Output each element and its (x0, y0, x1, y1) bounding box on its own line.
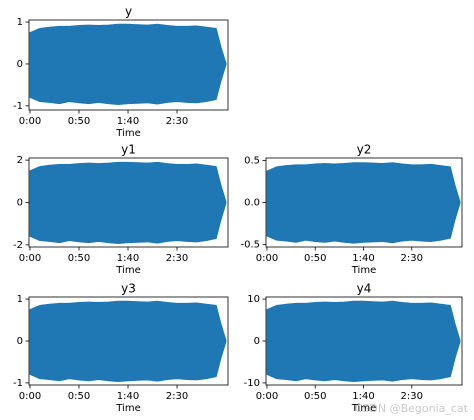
axes-frame (28, 19, 229, 111)
waveform (266, 340, 461, 383)
x-axis-label: Time (115, 403, 140, 414)
y-tick-label: 0 (254, 336, 260, 347)
waveform (29, 161, 227, 203)
waveform (29, 202, 227, 245)
x-tick-label: 2:30 (166, 253, 188, 264)
x-tick-label: 0:00 (256, 253, 278, 264)
y-tick-label: 0 (17, 336, 23, 347)
waveform (266, 202, 461, 244)
x-tick-label: 0:50 (68, 391, 90, 402)
y-tick-label: 2 (17, 155, 23, 166)
y-tick-label: -0.5 (240, 239, 260, 250)
x-tick-label: 0:00 (19, 391, 41, 402)
y-tick-label: 0 (17, 198, 23, 209)
x-tick-label: 2:30 (401, 391, 423, 402)
y-tick-label: 10 (247, 294, 260, 305)
y-tick-label: 0 (17, 59, 23, 70)
y-tick-label: -1 (13, 101, 23, 112)
x-tick-label: 0:50 (68, 116, 90, 127)
x-tick-label: 1:40 (117, 253, 139, 264)
chart-title: y4 (357, 282, 372, 296)
waveform (266, 162, 461, 203)
watermark: CSDN @Begonia_cat (355, 402, 469, 415)
x-axis-label: Time (115, 128, 140, 139)
x-tick-label: 2:30 (166, 116, 188, 127)
y-tick-label: 1 (17, 17, 23, 28)
x-tick-label: 0:00 (256, 391, 278, 402)
waveform (266, 300, 461, 342)
waveform (29, 300, 227, 342)
waveform (29, 23, 227, 65)
x-tick-label: 1:40 (352, 253, 374, 264)
x-tick-label: 0:50 (304, 253, 326, 264)
y-tick-label: 0.0 (244, 198, 260, 209)
waveform (29, 340, 227, 383)
x-tick-label: 2:30 (401, 253, 423, 264)
x-tick-label: 0:50 (304, 391, 326, 402)
chart-title: y2 (357, 143, 372, 157)
x-tick-label: 1:40 (352, 391, 374, 402)
x-tick-label: 0:50 (68, 253, 90, 264)
x-tick-label: 1:40 (117, 116, 139, 127)
y-tick-label: -10 (244, 378, 260, 389)
x-tick-label: 0:00 (19, 253, 41, 264)
x-tick-label: 1:40 (117, 391, 139, 402)
x-axis-label: Time (115, 265, 140, 276)
y-tick-label: 1 (17, 294, 23, 305)
x-axis-label: Time (351, 403, 376, 414)
x-tick-label: 2:30 (166, 391, 188, 402)
y-tick-label: -1 (13, 378, 23, 389)
y-tick-label: -2 (13, 240, 23, 251)
chart-title: y (125, 5, 132, 19)
x-axis-label: Time (351, 265, 376, 276)
y-tick-label: 0.5 (244, 156, 260, 167)
x-tick-label: 0:00 (19, 116, 41, 127)
chart-title: y1 (121, 143, 136, 157)
waveform (29, 63, 227, 105)
chart-title: y3 (121, 282, 136, 296)
